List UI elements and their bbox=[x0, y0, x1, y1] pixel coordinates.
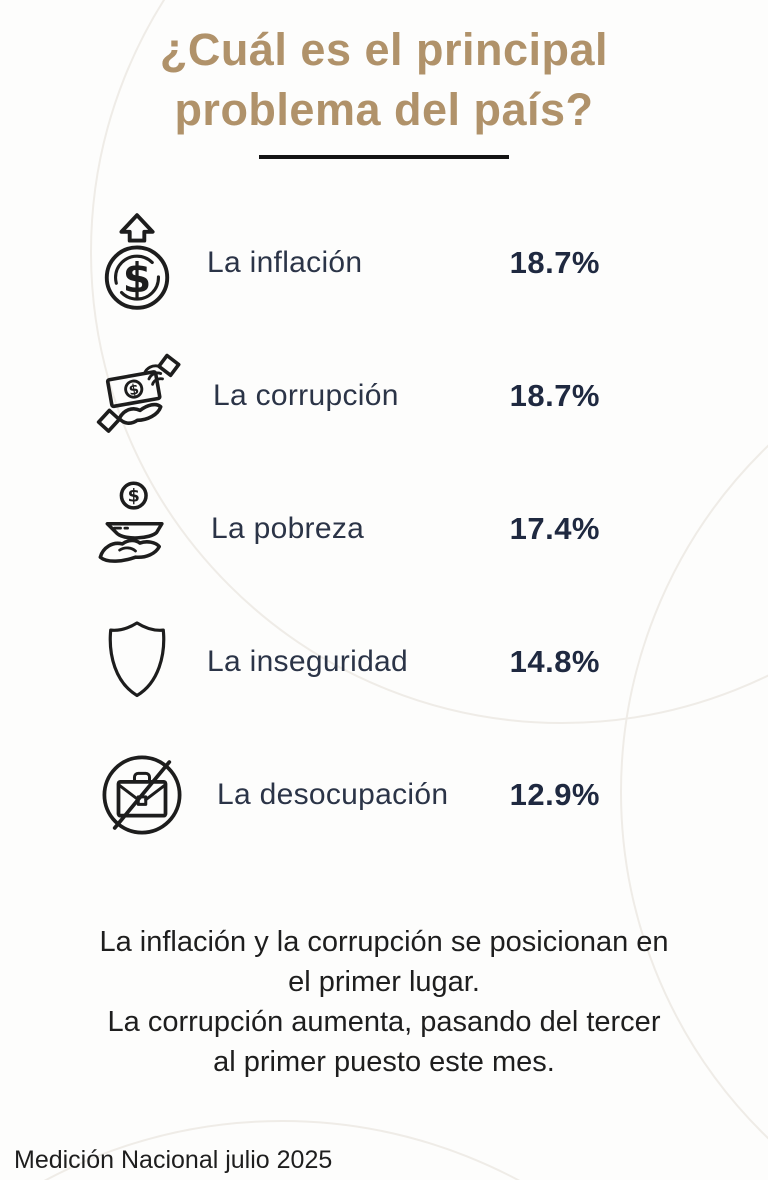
list-item-desocupacion: La desocupación 12.9% bbox=[95, 728, 600, 861]
alms-hand-bowl-icon: $ bbox=[95, 474, 183, 584]
item-value: 14.8% bbox=[509, 643, 600, 679]
svg-text:$: $ bbox=[128, 486, 140, 506]
summary-line: La corrupción aumenta, pasando del terce… bbox=[107, 1006, 661, 1038]
inflation-icon: $ bbox=[95, 208, 179, 318]
list-item-pobreza: $ La pobreza 17.4% bbox=[95, 462, 600, 595]
summary-text: La inflación y la corrupción se posicion… bbox=[25, 922, 743, 1082]
no-briefcase-icon bbox=[95, 740, 189, 850]
item-value: 17.4% bbox=[509, 510, 600, 546]
item-value: 18.7% bbox=[509, 377, 600, 413]
item-label: La pobreza bbox=[211, 511, 365, 545]
problem-list: $ La inflación 18.7% $ bbox=[95, 196, 600, 861]
list-item-inflacion: $ La inflación 18.7% bbox=[95, 196, 600, 329]
item-label: La inflación bbox=[207, 245, 363, 279]
page-title: ¿Cuál es el principal problema del país? bbox=[0, 0, 768, 140]
title-divider bbox=[259, 155, 509, 159]
item-value: 18.7% bbox=[509, 244, 600, 280]
list-item-inseguridad: La inseguridad 14.8% bbox=[95, 595, 600, 728]
svg-text:$: $ bbox=[128, 381, 141, 398]
title-line-2: problema del país? bbox=[174, 84, 594, 135]
source-note: Medición Nacional julio 2025 bbox=[14, 1146, 333, 1174]
item-label: La desocupación bbox=[217, 777, 449, 811]
list-item-corrupcion: $ La corrupción 18.7% bbox=[95, 329, 600, 462]
shield-icon bbox=[95, 607, 179, 717]
summary-line: al primer puesto este mes. bbox=[213, 1046, 555, 1078]
summary-line: el primer lugar. bbox=[288, 966, 480, 998]
bribe-hand-money-icon: $ bbox=[95, 341, 185, 451]
title-line-1: ¿Cuál es el principal bbox=[159, 24, 609, 75]
item-value: 12.9% bbox=[509, 776, 600, 812]
svg-text:$: $ bbox=[123, 254, 151, 302]
summary-line: La inflación y la corrupción se posicion… bbox=[99, 926, 669, 958]
item-label: La inseguridad bbox=[207, 644, 409, 678]
item-label: La corrupción bbox=[213, 378, 399, 412]
